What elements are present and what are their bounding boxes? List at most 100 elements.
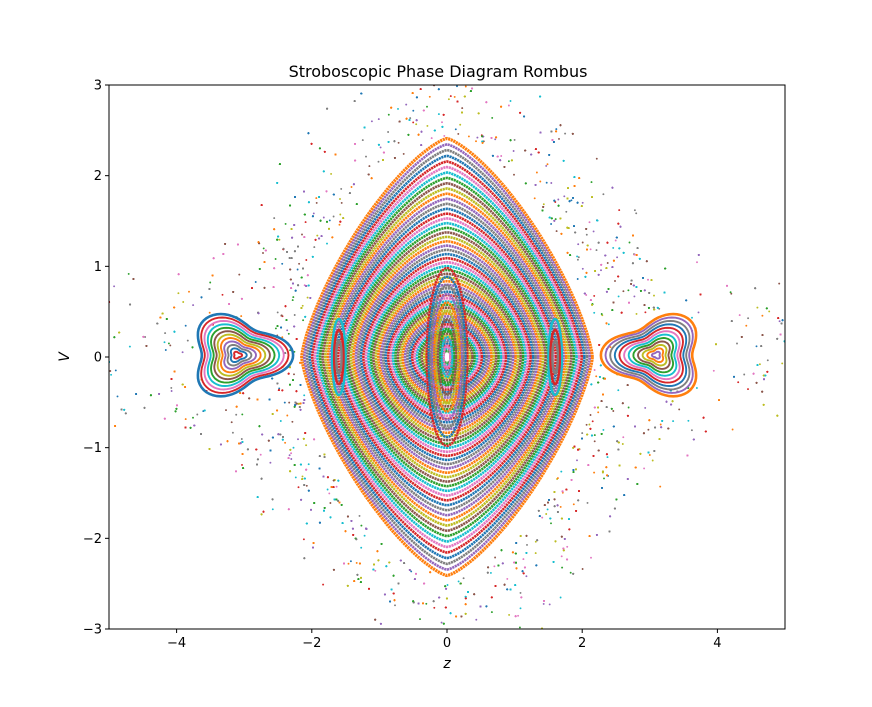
sea-point (289, 349, 292, 352)
orbit-ring (381, 286, 513, 428)
sea-point (691, 316, 693, 319)
sea-point (407, 133, 410, 136)
side-orbit (618, 326, 684, 384)
sea-point (712, 369, 715, 372)
sea-point (658, 307, 661, 310)
sea-point (318, 147, 321, 150)
orbit-ring (427, 275, 467, 439)
sea-point (408, 568, 411, 571)
orbit-ring (362, 256, 532, 458)
sea-point (557, 204, 560, 207)
orbit-ring (384, 290, 510, 424)
sea-point (426, 124, 429, 127)
sea-point (733, 375, 735, 378)
sea-point (507, 104, 510, 107)
y-tick-label: −2 (83, 532, 102, 547)
sea-point (585, 227, 588, 230)
sea-point (588, 423, 591, 426)
sea-point (617, 275, 620, 278)
sea-point (340, 201, 343, 204)
sea-point (513, 173, 515, 176)
sea-point (299, 463, 302, 466)
sea-point (326, 476, 329, 479)
sea-point (585, 294, 588, 296)
sea-point (593, 440, 596, 443)
sea-point (585, 271, 588, 274)
sea-point (588, 535, 591, 538)
sea-point (193, 424, 196, 427)
orbit-ring (326, 192, 568, 522)
central-island (300, 136, 594, 578)
sea-point (350, 519, 353, 522)
sea-point (781, 319, 784, 322)
sea-point (446, 584, 449, 586)
orbit-ring (357, 248, 537, 466)
sea-point (358, 514, 361, 517)
sea-point (622, 251, 625, 254)
sea-point (761, 334, 764, 337)
sea-point (600, 263, 603, 266)
sea-point (410, 570, 413, 573)
sea-point (762, 403, 765, 406)
sea-point (240, 297, 243, 300)
sea-point (367, 173, 370, 176)
sea-point (462, 577, 465, 580)
sea-point (575, 509, 578, 512)
sea-point (522, 558, 525, 561)
orbit-ring (302, 143, 592, 571)
sea-point (635, 286, 638, 288)
sea-point (578, 448, 581, 450)
sea-point (626, 384, 629, 387)
sea-point (519, 535, 522, 537)
sea-point (581, 437, 583, 440)
sea-point (547, 501, 549, 504)
sea-point (555, 230, 558, 233)
sea-point (697, 253, 700, 256)
orbit-ring (425, 266, 469, 448)
sea-point (610, 407, 613, 410)
sea-point (778, 320, 781, 323)
sea-point (754, 287, 757, 290)
sea-point (481, 141, 484, 144)
sea-point (303, 213, 306, 216)
side-orbit (646, 347, 665, 363)
sea-point (257, 241, 260, 244)
sea-point (601, 470, 604, 473)
scatter-points (109, 85, 785, 629)
sea-point (617, 295, 620, 298)
sea-point (129, 303, 132, 306)
sea-point (581, 568, 584, 570)
sea-point (611, 266, 614, 269)
sea-point (196, 413, 199, 416)
sea-point (525, 534, 528, 537)
orbit-ring (374, 276, 520, 438)
sea-point (695, 387, 698, 389)
sea-point (383, 593, 386, 596)
sea-point (318, 237, 321, 240)
sea-point (335, 498, 338, 501)
sea-point (768, 310, 771, 313)
sea-point (598, 375, 601, 378)
sea-point (523, 566, 526, 569)
sea-point (390, 106, 393, 109)
sea-point (438, 596, 441, 599)
sea-point (412, 600, 415, 603)
orbit-ring (379, 283, 515, 431)
sea-point (374, 569, 377, 572)
sea-point (553, 498, 556, 501)
sea-point (297, 486, 300, 489)
side-orbit (219, 337, 262, 374)
sea-point (340, 503, 343, 506)
sea-point (761, 390, 764, 393)
sea-point (326, 220, 328, 223)
sea-point (113, 285, 116, 288)
sea-point (354, 159, 357, 162)
sea-point (658, 438, 661, 441)
orbit-ring (339, 217, 555, 497)
sea-point (271, 377, 274, 380)
sea-point (541, 209, 544, 212)
sea-point (615, 498, 618, 501)
orbit-ring (433, 301, 461, 413)
side-orbit (613, 323, 688, 387)
